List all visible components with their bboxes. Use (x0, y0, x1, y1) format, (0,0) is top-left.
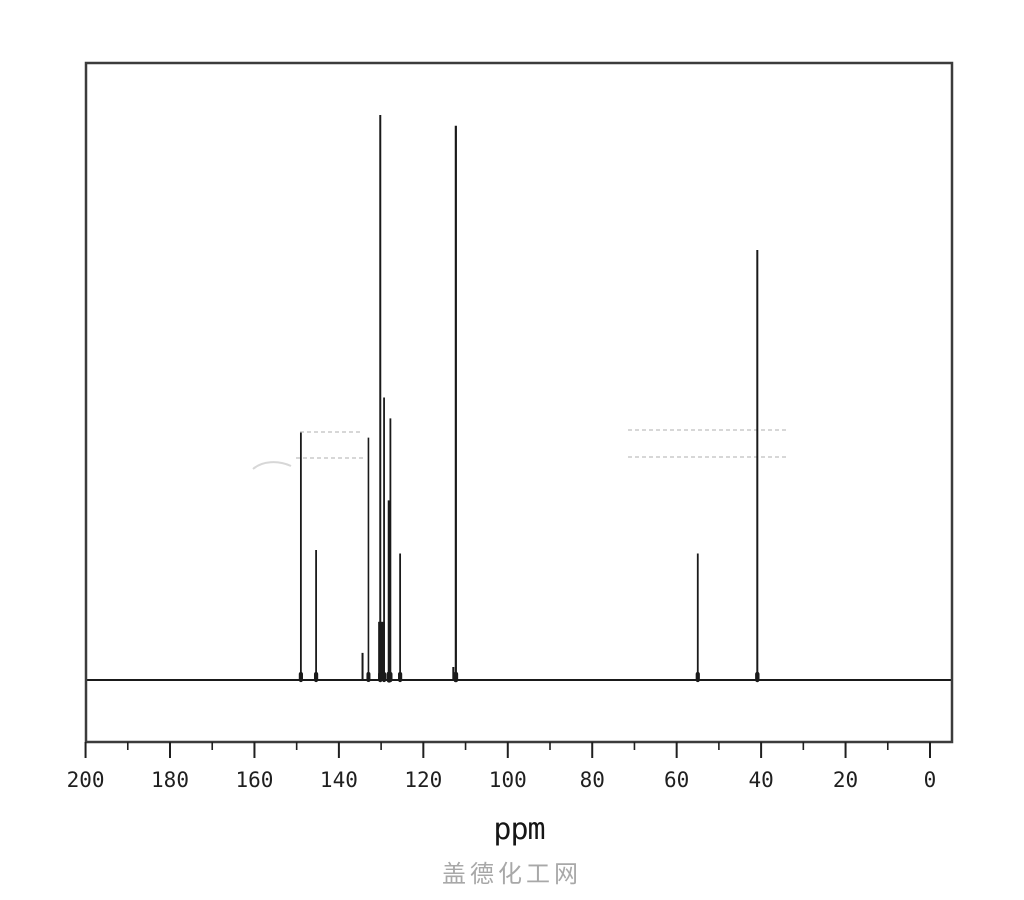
axis-tick-label: 120 (404, 768, 442, 792)
spectrum-frame (84, 61, 954, 744)
x-axis-unit-label: ppm (493, 812, 545, 847)
axis-tick-label: 160 (235, 768, 273, 792)
axis-tick-label: 40 (748, 768, 773, 792)
axis-tick-label: 180 (151, 768, 189, 792)
site-watermark-text: 盖德化工网 (442, 860, 582, 888)
axis-tick-label: 140 (320, 768, 358, 792)
axis-tick-label: 80 (580, 768, 605, 792)
watermark-artifact-squiggle (252, 461, 292, 470)
axis-tick-label: 20 (833, 768, 858, 792)
merged-peak-base (378, 621, 385, 680)
axis-tick-label: 100 (489, 768, 527, 792)
axis-tick-label: 200 (67, 768, 105, 792)
axis-tick-label: 0 (924, 768, 937, 792)
axis-tick-label: 60 (664, 768, 689, 792)
